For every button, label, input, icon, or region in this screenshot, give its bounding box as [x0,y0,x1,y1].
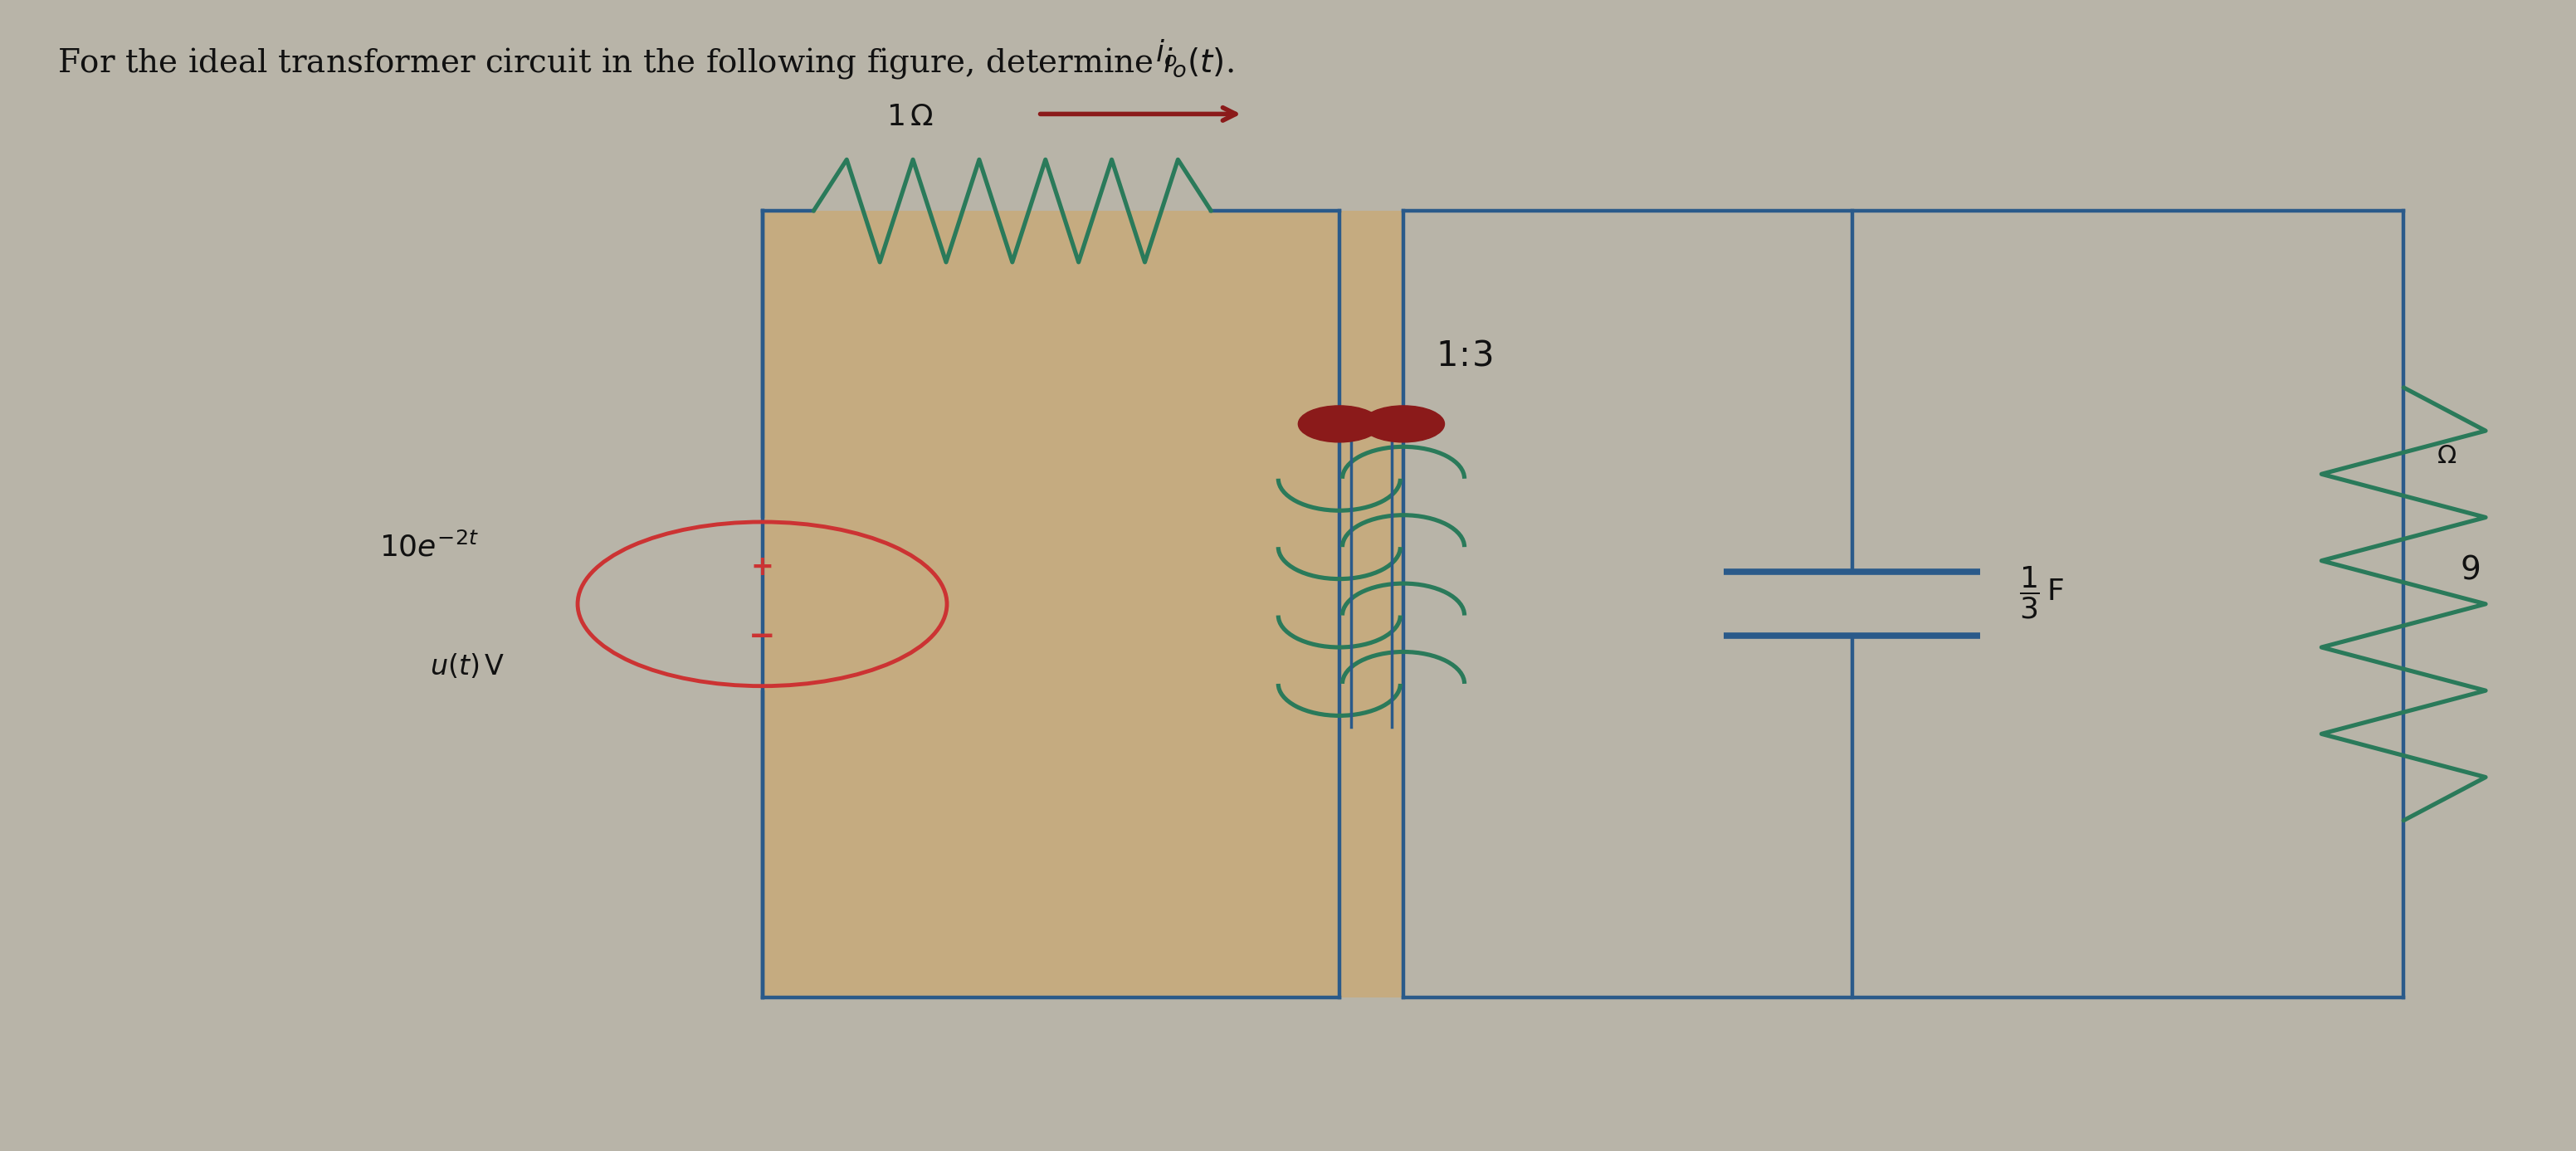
Text: $\Omega$: $\Omega$ [2437,443,2458,468]
Text: +: + [750,554,773,581]
Text: For the ideal transformer circuit in the following figure, determine $i_o(t)$.: For the ideal transformer circuit in the… [57,46,1234,81]
Text: $i_o$: $i_o$ [1154,38,1177,68]
Circle shape [1298,405,1381,442]
Text: $1\!:\!3$: $1\!:\!3$ [1435,338,1492,373]
Text: $1\,\Omega$: $1\,\Omega$ [886,102,933,131]
Text: $10e^{-2t}$: $10e^{-2t}$ [379,532,479,562]
Text: $u(t)\,\mathrm{V}$: $u(t)\,\mathrm{V}$ [430,653,505,680]
Text: $\dfrac{1}{3}\,\mathrm{F}$: $\dfrac{1}{3}\,\mathrm{F}$ [2020,565,2063,620]
Text: −: − [750,622,775,653]
Bar [762,211,1340,997]
Bar [1340,211,1404,997]
Text: $9$: $9$ [2460,555,2481,585]
Circle shape [1363,405,1445,442]
